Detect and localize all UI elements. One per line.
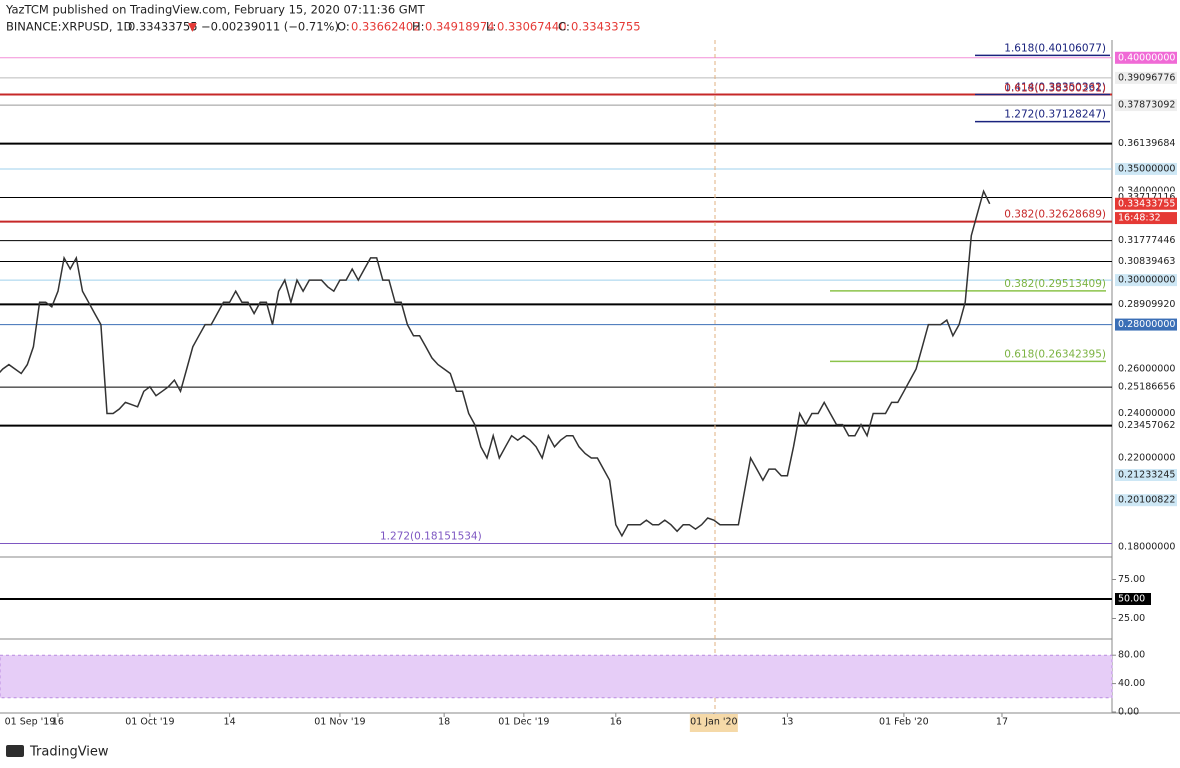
price-label: 0.31777446 <box>1118 235 1175 246</box>
price-label-bg <box>1115 494 1177 507</box>
price-label: 16:48:32 <box>1118 213 1161 224</box>
price-label-bg <box>1115 197 1177 210</box>
time-label: 01 Feb '20 <box>879 717 929 728</box>
price-line <box>0 189 991 538</box>
price-label: 0.26000000 <box>1118 364 1175 375</box>
time-label: 01 Sep '19 <box>5 717 56 728</box>
price-label-bg <box>1115 255 1177 268</box>
price-label-bg <box>1115 212 1177 225</box>
brand: TradingView <box>29 745 109 760</box>
stoch-label: 80.00 <box>1118 650 1145 661</box>
stoch-label: 0.00 <box>1118 707 1139 718</box>
time-label: 18 <box>438 717 450 728</box>
price-label-bg <box>1115 234 1177 247</box>
time-label: 01 Oct '19 <box>125 717 174 728</box>
time-label: 13 <box>781 717 793 728</box>
last: 0.33433755 <box>128 20 198 34</box>
price-label-bg <box>1115 469 1177 482</box>
rsi-label: 50.00 <box>1118 594 1145 605</box>
high: 0.34918974 <box>425 20 495 34</box>
fib-label: 1.272(0.37128247) <box>1004 109 1106 121</box>
logo <box>6 745 24 757</box>
price-label-bg <box>1115 363 1177 376</box>
price-label: 0.30839463 <box>1118 256 1175 267</box>
price-label: 0.28000000 <box>1118 319 1175 330</box>
time-label: 01 Nov '19 <box>314 717 365 728</box>
time-label: 17 <box>996 717 1008 728</box>
price-label: 0.36139684 <box>1118 138 1175 149</box>
price-label: 0.33717116 <box>1118 192 1175 203</box>
rsi-label: 25.00 <box>1118 613 1145 624</box>
time-label: 14 <box>224 717 236 728</box>
time-label: 01 Dec '19 <box>498 717 549 728</box>
price-label: 0.40000000 <box>1118 52 1175 63</box>
time-label-bg <box>689 714 738 732</box>
price-label: 0.23457062 <box>1118 420 1175 431</box>
price-label: 0.18000000 <box>1118 541 1175 552</box>
fib-label: 0.382(0.32628689) <box>1004 209 1106 221</box>
price-label: 0.20100822 <box>1118 495 1175 506</box>
price-label-bg <box>1115 99 1177 112</box>
price-label-bg <box>1115 71 1177 84</box>
close: 0.33433755 <box>571 20 641 34</box>
price-label-bg <box>1115 318 1177 331</box>
price-label-bg <box>1115 419 1177 432</box>
price-label: 0.34000000 <box>1118 186 1175 197</box>
time-label: 01 Jan '20 <box>690 717 737 728</box>
c-label: C: <box>558 20 570 34</box>
price-label-bg <box>1115 137 1177 150</box>
l-label: L: <box>486 20 496 34</box>
change: −0.00239011 (−0.71%) <box>201 20 339 34</box>
fib-label: 0.382(0.29513409) <box>1004 278 1106 290</box>
fib-label: 1.272(0.18151534) <box>380 531 482 543</box>
price-label-bg <box>1115 274 1177 287</box>
time-label: 16 <box>52 717 64 728</box>
price-label-bg <box>1115 407 1177 420</box>
fib-label: 1.618(0.40106077) <box>1004 42 1106 54</box>
price-label: 0.22000000 <box>1118 452 1175 463</box>
price-label-bg <box>1115 381 1177 394</box>
o-label: O: <box>337 20 350 34</box>
price-label-bg <box>1115 540 1177 553</box>
rsi-label: 75.00 <box>1118 574 1145 585</box>
price-label: 0.39096776 <box>1118 72 1175 83</box>
price-label: 0.35000000 <box>1118 163 1175 174</box>
price-label: 0.33433755 <box>1118 198 1175 209</box>
open: 0.33662402 <box>351 20 421 34</box>
price-label-bg <box>1115 162 1177 175</box>
price-label: 0.30000000 <box>1118 275 1175 286</box>
symbol: BINANCE:XRPUSD, 1D <box>6 20 133 34</box>
fib-label: 1.414(0.38350362) <box>1004 81 1106 93</box>
fib-label: 0.618(0.38300231) <box>1004 83 1106 95</box>
low: 0.33067440 <box>497 20 567 34</box>
arrow: ▼ <box>188 20 197 34</box>
time-label: 16 <box>610 717 622 728</box>
h-label: H: <box>412 20 425 34</box>
price-label: 0.37873092 <box>1118 100 1175 111</box>
rsi-label-bg <box>1115 593 1151 605</box>
price-label-bg <box>1115 298 1177 311</box>
price-label-bg <box>1115 51 1177 64</box>
fib-label: 0.618(0.26342395) <box>1004 348 1106 360</box>
price-label: 0.25186656 <box>1118 382 1175 393</box>
price-label: 0.28909920 <box>1118 299 1175 310</box>
stoch-band <box>0 654 1113 699</box>
price-label: 0.24000000 <box>1118 408 1175 419</box>
stoch-label: 40.00 <box>1118 678 1145 689</box>
plot <box>0 57 1112 545</box>
publisher: YazTCM published on TradingView.com, Feb… <box>5 3 426 17</box>
price-label: 0.21233245 <box>1118 470 1175 481</box>
price-label-bg <box>1115 451 1177 464</box>
